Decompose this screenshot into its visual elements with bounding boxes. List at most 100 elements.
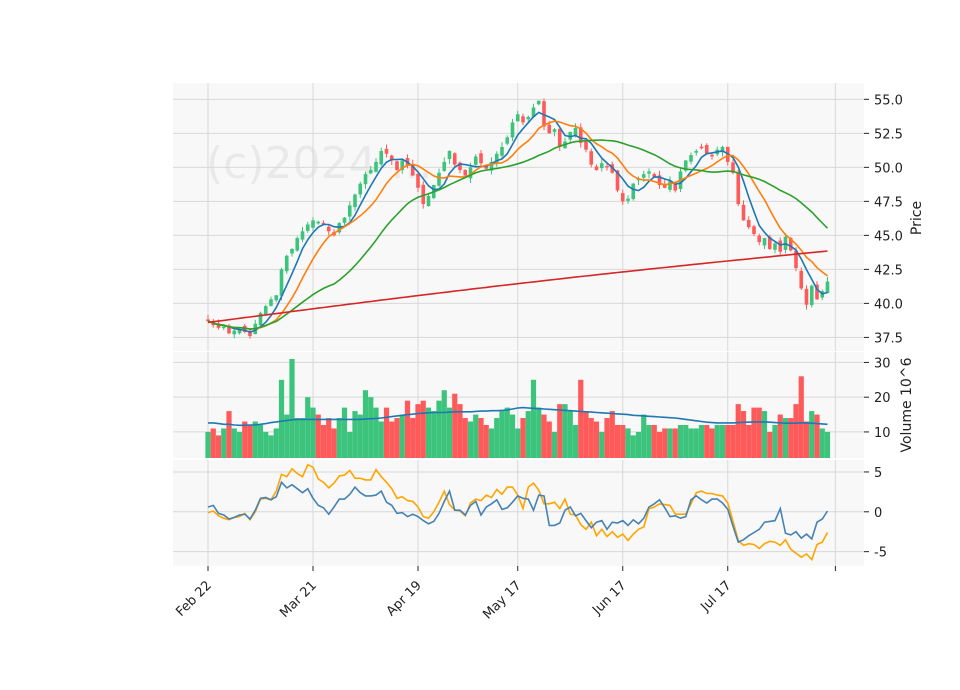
candle-body — [594, 166, 599, 171]
volume-bar — [772, 424, 778, 458]
candle-body — [463, 170, 468, 176]
volume-bar — [541, 414, 547, 458]
volume-tick-label: 20 — [874, 391, 891, 406]
candle-body — [279, 269, 284, 296]
volume-bar — [520, 418, 526, 458]
volume-bar — [394, 418, 400, 458]
volume-bar — [730, 424, 736, 458]
candle-body — [353, 194, 357, 208]
volume-bar — [236, 431, 243, 458]
candle-body — [290, 248, 294, 254]
candle-body — [752, 226, 756, 235]
volume-bar — [462, 418, 468, 458]
volume-bar — [320, 424, 327, 458]
volume-bar — [604, 418, 610, 458]
watermark: (c)2024 ... — [206, 138, 432, 189]
volume-bar — [446, 407, 453, 458]
x-tick-label: Jun 17 — [589, 578, 629, 618]
candle-body — [757, 235, 762, 243]
volume-bar — [735, 404, 741, 458]
candle-body — [620, 193, 625, 202]
volume-bar — [819, 428, 825, 458]
volume-bar — [362, 390, 369, 458]
candle-body — [668, 180, 672, 190]
volume-bar — [635, 431, 642, 458]
volume-bar — [284, 414, 290, 458]
volume-bar — [383, 407, 390, 458]
candle-body — [347, 205, 352, 217]
volume-bar — [793, 404, 799, 458]
ma-line-long — [207, 139, 829, 330]
candle-body — [216, 323, 221, 328]
volume-bar — [226, 411, 232, 458]
candle-body — [389, 155, 394, 161]
volume-bar — [719, 424, 726, 458]
volume-bar — [599, 431, 605, 458]
volume-bar — [252, 421, 258, 458]
volume-bar — [614, 424, 621, 458]
candle-body — [374, 161, 378, 172]
volume-bar — [809, 411, 815, 458]
candle-body — [599, 163, 604, 169]
candle-body — [384, 148, 389, 154]
candle-body — [647, 171, 651, 174]
indicator-tick-label: -5 — [874, 546, 887, 561]
price-tick-label: 52.5 — [874, 127, 903, 142]
x-tick-label: Mar 21 — [277, 578, 320, 621]
volume-bar — [299, 418, 306, 458]
candle-body — [295, 238, 300, 251]
candle-body — [778, 240, 783, 252]
candle-body — [437, 172, 441, 186]
volume-bar — [478, 418, 484, 458]
candle-body — [767, 236, 772, 249]
candle-body — [368, 170, 373, 174]
volume-bar — [746, 424, 752, 458]
candle-body — [568, 131, 573, 140]
candle-body — [736, 171, 741, 205]
volume-bar — [583, 411, 589, 458]
volume-bar — [662, 428, 668, 458]
volume-bar — [740, 411, 747, 458]
candle-body — [584, 140, 588, 150]
volume-bar — [341, 407, 348, 458]
candle-body — [300, 231, 305, 240]
candle-body — [494, 153, 499, 164]
volume-bar — [305, 397, 311, 458]
candle-body — [400, 160, 405, 171]
volume-bar — [420, 400, 426, 458]
candle-body — [395, 161, 399, 171]
volume-bar — [389, 421, 395, 458]
candle-body — [720, 146, 725, 153]
indicator-tick-label: 0 — [874, 506, 882, 521]
volume-bar — [536, 407, 542, 458]
candle-body — [326, 226, 331, 232]
volume-bar — [473, 414, 479, 458]
candle-body — [505, 137, 510, 144]
ma-line-short — [207, 111, 828, 334]
volume-bar — [242, 421, 248, 458]
volume-bar — [725, 424, 731, 458]
volume-bar — [641, 414, 647, 458]
volume-bar — [215, 435, 222, 458]
volume-bar — [625, 428, 631, 458]
candle-body — [573, 127, 578, 136]
volume-tick-label: 10 — [874, 426, 891, 441]
volume-bar — [415, 404, 421, 458]
candle-body — [284, 255, 289, 272]
volume-bar — [352, 411, 358, 458]
volume-bar — [798, 376, 804, 458]
price-tick-label: 55.0 — [874, 93, 903, 108]
candle-body — [762, 238, 767, 246]
candle-body — [536, 100, 541, 105]
candle-body — [631, 183, 636, 200]
volume-bar — [357, 414, 363, 458]
candle-body — [452, 153, 457, 165]
candle-body — [557, 128, 562, 147]
candle-body — [500, 146, 504, 156]
candle-body — [442, 161, 447, 171]
candle-body — [552, 129, 557, 132]
volume-bar — [373, 407, 379, 458]
volume-bar — [378, 421, 384, 458]
volume-bar — [315, 414, 321, 458]
candle-body — [489, 161, 494, 171]
